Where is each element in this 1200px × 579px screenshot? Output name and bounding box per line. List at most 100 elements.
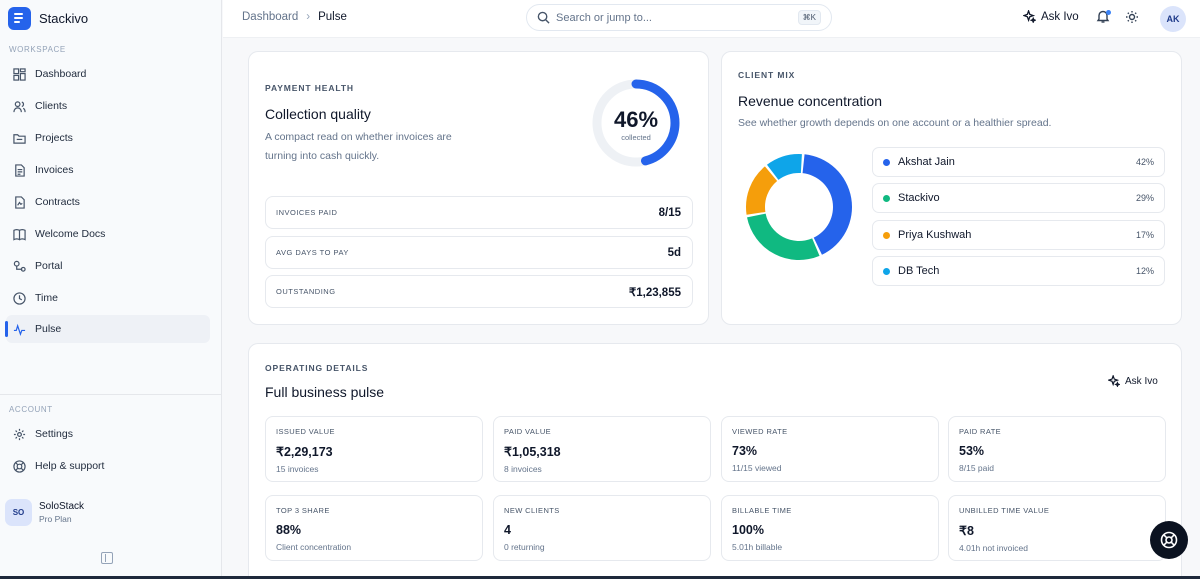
legend-dot — [883, 158, 890, 166]
legend-pct: 29% — [1135, 193, 1154, 203]
sidebar-item-label: Help & support — [35, 460, 105, 472]
metric-label: TOP 3 SHARE — [276, 506, 330, 515]
stat-value: 5d — [667, 246, 681, 259]
brand-name: Stackivo — [39, 10, 89, 26]
topbar: Dashboard › Pulse Search or jump to... ⌘… — [223, 0, 1200, 38]
ask-ivo-card-button[interactable]: Ask Ivo — [1108, 375, 1158, 387]
metric-note: 0 returning — [504, 542, 545, 552]
metric-note: 11/15 viewed — [732, 463, 782, 473]
breadcrumb-dashboard[interactable]: Dashboard — [242, 11, 299, 23]
metric-label: BILLABLE TIME — [732, 506, 792, 515]
metric-value: ₹2,29,173 — [276, 445, 333, 459]
legend-item-db-tech[interactable]: DB Tech 12% — [872, 256, 1165, 286]
payment-health-card: PAYMENT HEALTH Collection quality A comp… — [248, 51, 709, 325]
metric-paid-value: PAID VALUE ₹1,05,318 8 invoices — [493, 416, 711, 482]
sidebar-item-dashboard[interactable]: Dashboard — [6, 60, 210, 88]
metric-viewed-rate: VIEWED RATE 73% 11/15 viewed — [721, 416, 939, 482]
chevron-right-icon: › — [306, 11, 311, 23]
stat-row-avg-days: AVG DAYS TO PAY 5d — [265, 236, 693, 269]
metric-label: PAID VALUE — [504, 427, 552, 436]
donut-slice-priya-kushwah[interactable] — [746, 166, 778, 215]
legend-item-priya-kushwah[interactable]: Priya Kushwah 17% — [872, 220, 1165, 250]
metric-note: 15 invoices — [276, 464, 319, 474]
card-subtitle: A compact read on whether invoices are t… — [265, 128, 565, 166]
gauge-value: 46% — [614, 107, 658, 132]
sidebar-item-label: Time — [35, 292, 58, 304]
collapse-sidebar-icon[interactable] — [101, 552, 113, 564]
users-icon — [13, 100, 26, 112]
sidebar-item-label: Welcome Docs — [35, 228, 106, 240]
sparkles-icon — [1108, 375, 1120, 387]
legend-pct: 12% — [1135, 266, 1154, 276]
metric-value: ₹8 — [959, 524, 974, 538]
sidebar-item-label: Contracts — [35, 196, 80, 208]
notifications-button[interactable] — [1096, 9, 1112, 25]
legend-dot — [883, 267, 890, 275]
legend-pct: 17% — [1135, 230, 1154, 240]
sidebar-item-projects[interactable]: Projects — [6, 124, 210, 152]
client-mix-card: CLIENT MIX Revenue concentration See whe… — [721, 51, 1182, 325]
account-label: ACCOUNT — [9, 405, 53, 414]
sidebar-item-time[interactable]: Time — [6, 284, 210, 312]
stackivo-logo-icon — [8, 6, 31, 30]
metric-value: 100% — [732, 523, 764, 537]
search-input[interactable]: Search or jump to... ⌘K — [526, 4, 832, 31]
sidebar-item-settings[interactable]: Settings — [6, 420, 210, 448]
metric-paid-rate: PAID RATE 53% 8/15 paid — [948, 416, 1166, 482]
subtitle-line: turning into cash quickly. — [265, 150, 380, 162]
sidebar-item-welcome-docs[interactable]: Welcome Docs — [6, 220, 210, 248]
metric-label: PAID RATE — [959, 427, 1002, 436]
card-eyebrow: OPERATING DETAILS — [265, 363, 369, 373]
card-subtitle: See whether growth depends on one accoun… — [738, 117, 1052, 129]
legend-name: Priya Kushwah — [898, 229, 972, 241]
sidebar-item-help[interactable]: Help & support — [6, 452, 210, 480]
stat-row-invoices-paid: INVOICES PAID 8/15 — [265, 196, 693, 229]
metric-value: 88% — [276, 523, 302, 537]
metric-issued-value: ISSUED VALUE ₹2,29,173 15 invoices — [265, 416, 483, 482]
metric-note: Client concentration — [276, 542, 352, 552]
portal-icon — [13, 260, 26, 272]
metric-new-clients: NEW CLIENTS 4 0 returning — [493, 495, 711, 561]
sidebar-item-label: Invoices — [35, 164, 74, 176]
search-icon — [537, 11, 550, 24]
lifebuoy-icon — [13, 459, 26, 473]
avatar[interactable]: AK — [1160, 6, 1186, 32]
user-profile[interactable]: SO SoloStack Pro Plan — [5, 499, 84, 526]
metric-note: 5.01h billable — [732, 542, 783, 552]
metric-value: ₹1,05,318 — [504, 445, 561, 459]
metric-billable-time: BILLABLE TIME 100% 5.01h billable — [721, 495, 939, 561]
legend-item-akshat-jain[interactable]: Akshat Jain 42% — [872, 147, 1165, 177]
card-eyebrow: CLIENT MIX — [738, 70, 796, 80]
sidebar-item-contracts[interactable]: Contracts — [6, 188, 210, 216]
metric-note: 8/15 paid — [959, 463, 994, 473]
ask-ivo-button[interactable]: Ask Ivo — [1023, 10, 1079, 23]
sidebar-item-label: Portal — [35, 260, 63, 272]
sidebar-item-portal[interactable]: Portal — [6, 252, 210, 280]
sidebar-item-label: Clients — [35, 100, 68, 112]
sidebar-item-pulse[interactable]: Pulse — [5, 315, 210, 343]
donut-slice-db-tech[interactable] — [766, 154, 802, 180]
sidebar-item-clients[interactable]: Clients — [6, 92, 210, 120]
lifebuoy-icon — [1160, 531, 1178, 549]
legend-item-stackivo[interactable]: Stackivo 29% — [872, 183, 1165, 213]
legend-pct: 42% — [1135, 157, 1154, 167]
sidebar-item-invoices[interactable]: Invoices — [6, 156, 210, 184]
file-text-icon — [15, 163, 25, 177]
theme-toggle[interactable] — [1125, 10, 1139, 24]
metric-label: ISSUED VALUE — [276, 427, 335, 436]
donut-slice-stackivo[interactable] — [747, 213, 820, 260]
gauge-caption: collected — [621, 133, 651, 142]
stat-label: INVOICES PAID — [276, 208, 338, 217]
stat-row-outstanding: OUTSTANDING ₹1,23,855 — [265, 275, 693, 308]
user-plan: Pro Plan — [39, 514, 72, 524]
floating-help-button[interactable] — [1150, 521, 1188, 559]
donut-slice-akshat-jain[interactable] — [802, 154, 852, 255]
metric-note: 8 invoices — [504, 464, 542, 474]
sidebar-divider — [0, 394, 222, 395]
revenue-donut-chart — [746, 154, 852, 260]
card-title: Collection quality — [265, 106, 371, 122]
metric-value: 53% — [959, 444, 985, 458]
brand[interactable]: Stackivo — [8, 6, 88, 30]
legend-dot — [883, 231, 890, 239]
avatar: SO — [5, 499, 32, 526]
